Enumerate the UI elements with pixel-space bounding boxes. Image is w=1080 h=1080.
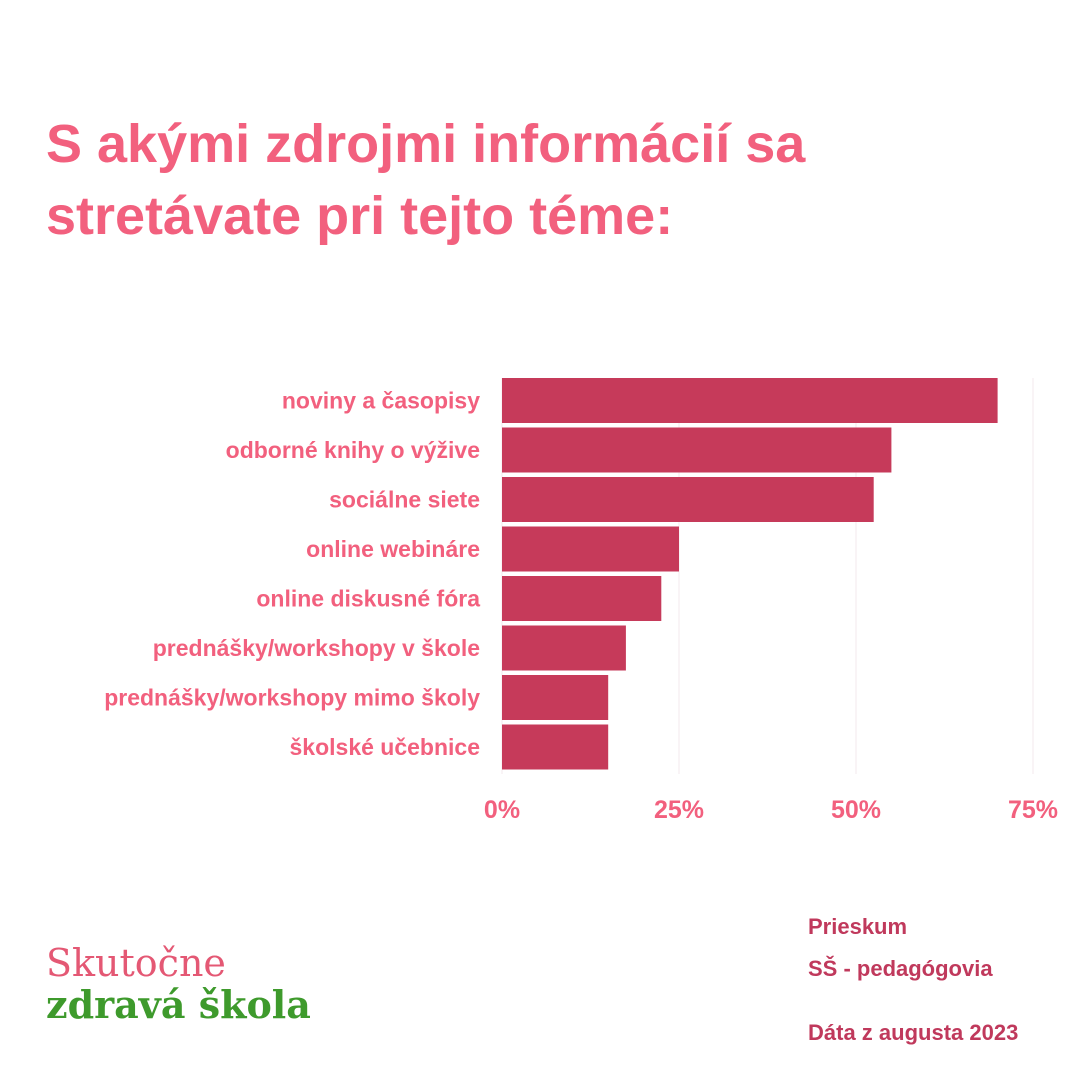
logo-line-2: zdravá škola: [46, 982, 311, 1027]
bar: [502, 724, 609, 770]
x-tick-label: 25%: [654, 796, 704, 824]
survey-info: Prieskum SŠ - pedagógovia Dáta z augusta…: [808, 906, 1068, 1054]
logo: Skutočne zdravá škola: [46, 942, 311, 1026]
bar: [502, 576, 662, 621]
survey-group: SŠ - pedagógovia: [808, 956, 993, 981]
bar: [502, 378, 998, 423]
chart-title: S akými zdrojmi informácií sa stretávate…: [46, 108, 1046, 252]
category-labels: noviny a časopisy odborné knihy o výžive s…: [104, 388, 480, 761]
bar: [502, 477, 874, 522]
bars: [502, 378, 998, 770]
bar: [502, 675, 609, 720]
category-label: odborné knihy o výžive: [226, 437, 480, 463]
category-label: školské učebnice: [290, 734, 481, 760]
category-label: sociálne siete: [329, 487, 480, 513]
x-tick-labels: 0% 25% 50% 75%: [484, 796, 1058, 824]
x-tick-label: 75%: [1008, 796, 1058, 824]
survey-date: Dáta z augusta 2023: [808, 1020, 1019, 1045]
x-tick-label: 50%: [831, 796, 881, 824]
x-tick-label: 0%: [484, 796, 520, 824]
category-label: online webináre: [306, 536, 480, 562]
chart-title-line-2: stretávate pri tejto téme:: [46, 186, 674, 246]
category-label: prednášky/workshopy v škole: [153, 635, 480, 661]
bar: [502, 625, 626, 671]
category-label: prednášky/workshopy mimo školy: [104, 685, 480, 711]
category-label: online diskusné fóra: [256, 586, 480, 612]
bar: [502, 427, 892, 473]
survey-label: Prieskum: [808, 914, 908, 939]
bar-chart: noviny a časopisy odborné knihy o výžive s…: [104, 378, 1058, 824]
bar: [502, 526, 679, 572]
category-label: noviny a časopisy: [282, 388, 480, 414]
logo-line-1: Skutočne: [46, 941, 226, 985]
chart-title-line-1: S akými zdrojmi informácií sa: [46, 114, 806, 174]
